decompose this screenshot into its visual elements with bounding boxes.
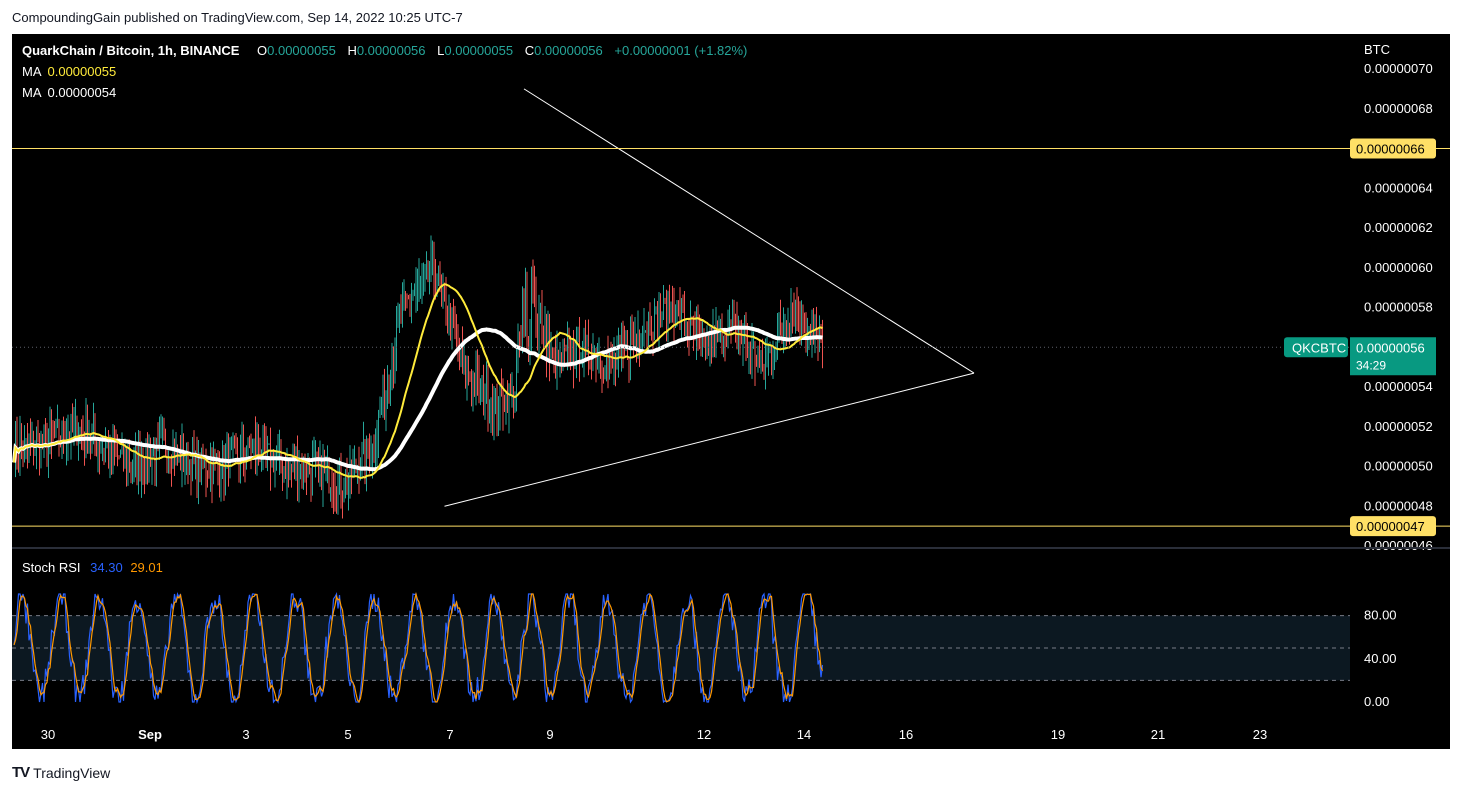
o-value: 0.00000055 — [267, 43, 336, 58]
time-tick-label: 30 — [41, 727, 55, 742]
stoch-d-value: 29.01 — [130, 560, 163, 575]
level-price-badge — [1350, 138, 1436, 159]
time-tick-label: 5 — [344, 727, 351, 742]
time-tick-label: 12 — [697, 727, 711, 742]
time-tick-label: 9 — [546, 727, 553, 742]
stoch-d-line[interactable] — [13, 591, 824, 704]
l-label: L — [437, 43, 444, 58]
level-price-text: 0.00000066 — [1356, 142, 1425, 157]
stoch-k-value: 34.30 — [90, 560, 123, 575]
legend-ohlc: O0.00000055 H0.00000056 L0.00000055 C0.0… — [257, 43, 747, 58]
chart-frame[interactable]: 0.00000066 0.00000047 QKCBTC 0.00000056 34:2… — [12, 34, 1450, 749]
triangle-lower-line[interactable] — [444, 372, 975, 507]
triangle-upper-line[interactable] — [523, 88, 975, 374]
time-tick-label: 7 — [446, 727, 453, 742]
l-value: 0.00000055 — [444, 43, 513, 58]
legend-ma2[interactable]: MA 0.00000054 — [22, 85, 116, 100]
ma-slow-line[interactable] — [12, 325, 823, 472]
time-tick-label: 16 — [899, 727, 913, 742]
h-value: 0.00000056 — [357, 43, 426, 58]
ma-fast-line[interactable] — [13, 283, 823, 479]
price-axis[interactable]: 0.00000070 0.00000068 0.00000064 0.00000062… — [1364, 61, 1433, 553]
stoch-tick-label: 80.00 — [1364, 608, 1397, 623]
tv-logo-icon: TV — [12, 764, 30, 781]
h-label: H — [347, 43, 356, 58]
legend-ma1[interactable]: MA 0.00000055 — [22, 64, 116, 79]
time-tick-label: 23 — [1253, 727, 1267, 742]
stoch-k-line[interactable] — [13, 591, 824, 705]
legend-symbol[interactable]: QuarkChain / Bitcoin, 1h, BINANCE — [22, 43, 240, 58]
ma2-value: 0.00000054 — [48, 85, 117, 100]
last-price-badge[interactable] — [1350, 337, 1436, 376]
last-price-text: 0.00000056 — [1356, 340, 1425, 355]
c-label: C — [525, 43, 534, 58]
level-price-badge — [1350, 516, 1436, 537]
change-value: +0.00000001 (+1.82%) — [614, 43, 747, 58]
price-tick-label: 0.00000054 — [1364, 379, 1433, 394]
price-tick-label: 0.00000050 — [1364, 459, 1433, 474]
price-tick-label: 0.00000068 — [1364, 101, 1433, 116]
c-value: 0.00000056 — [534, 43, 603, 58]
time-axis[interactable]: 30 Sep 3 5 7 9 12 14 16 19 21 23 — [41, 727, 1267, 742]
stoch-tick-label: 0.00 — [1364, 694, 1389, 709]
stoch-legend[interactable]: Stoch RSI 34.30 29.01 — [22, 560, 163, 575]
stoch-tick-label: 40.00 — [1364, 651, 1397, 666]
symbol-badge[interactable] — [1284, 337, 1348, 358]
time-tick-label: Sep — [138, 727, 162, 742]
price-tick-label: 0.00000060 — [1364, 260, 1433, 275]
countdown-text: 34:29 — [1356, 358, 1386, 372]
time-tick-label: 14 — [797, 727, 811, 742]
price-tick-label: 0.00000064 — [1364, 180, 1433, 195]
ma2-label: MA — [22, 85, 42, 100]
chart-canvas[interactable]: 0.00000066 0.00000047 QKCBTC 0.00000056 34:2… — [12, 34, 1450, 749]
level-price-text: 0.00000047 — [1356, 519, 1425, 534]
price-tick-label: 0.00000052 — [1364, 419, 1433, 434]
stoch-title: Stoch RSI — [22, 560, 81, 575]
price-tick-label: 0.00000046 — [1364, 538, 1433, 553]
symbol-badge-text: QKCBTC — [1292, 340, 1346, 355]
time-tick-label: 21 — [1151, 727, 1165, 742]
time-tick-label: 3 — [242, 727, 249, 742]
price-tick-label: 0.00000062 — [1364, 220, 1433, 235]
tradingview-logo[interactable]: TV TradingView — [12, 764, 110, 781]
price-tick-label: 0.00000058 — [1364, 300, 1433, 315]
o-label: O — [257, 43, 267, 58]
time-tick-label: 19 — [1051, 727, 1065, 742]
price-tick-label: 0.00000070 — [1364, 61, 1433, 76]
ma1-value: 0.00000055 — [48, 64, 117, 79]
ma1-label: MA — [22, 64, 42, 79]
price-tick-label: 0.00000048 — [1364, 498, 1433, 513]
currency-label: BTC — [1364, 42, 1390, 57]
brand-name: TradingView — [33, 764, 111, 781]
publisher-line: CompoundingGain published on TradingView… — [12, 10, 463, 25]
